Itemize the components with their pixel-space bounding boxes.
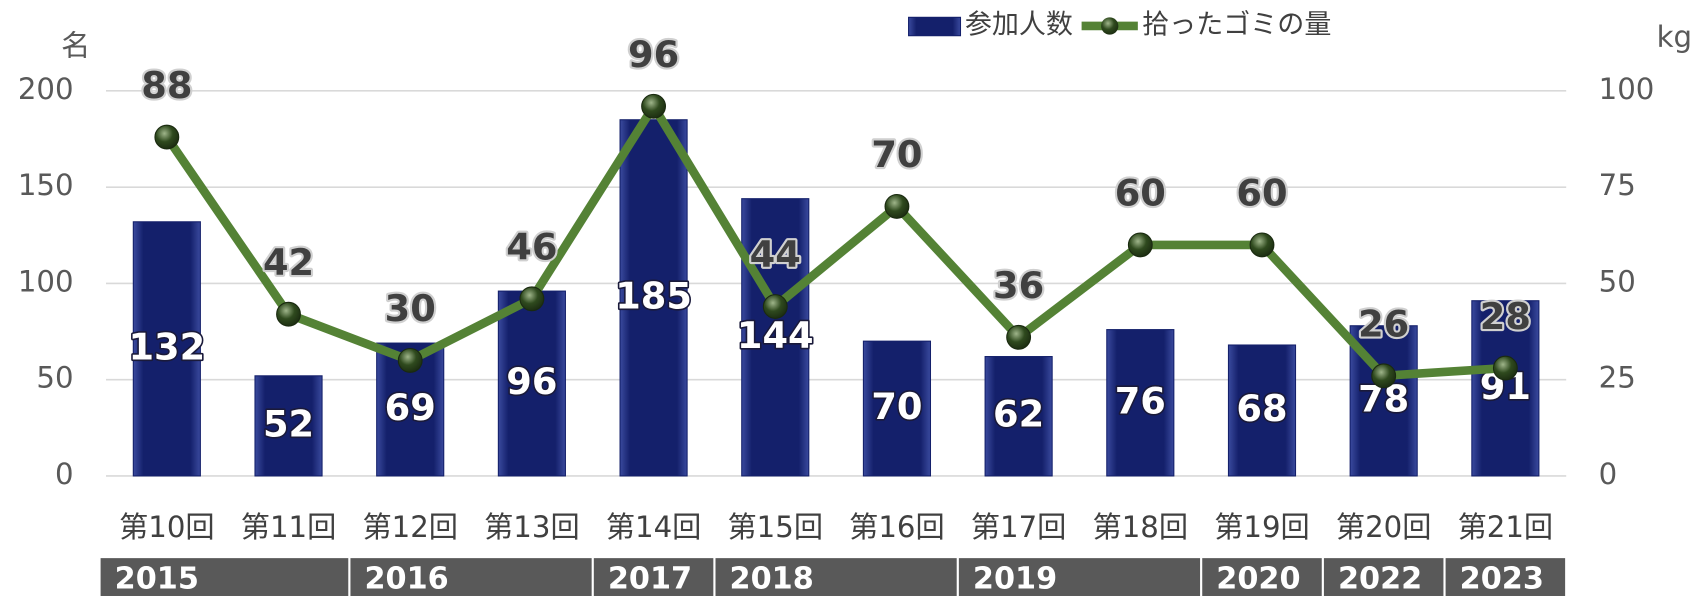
- bar-label: 96: [506, 360, 557, 403]
- line-marker: [276, 301, 301, 327]
- bar-label: 76: [1115, 379, 1166, 422]
- y2-tick-label: 25: [1599, 361, 1636, 395]
- year-label: 2015: [115, 561, 199, 596]
- y-tick-label: 200: [18, 72, 74, 106]
- x-tick-label: 第15回: [728, 510, 824, 544]
- line-label: 44: [750, 233, 801, 276]
- bar-label: 69: [385, 386, 436, 429]
- line-marker: [154, 124, 180, 150]
- x-tick-label: 第21回: [1458, 510, 1554, 544]
- bar-label: 68: [1236, 387, 1287, 430]
- bar: [619, 119, 688, 477]
- year-label: 2016: [365, 561, 449, 596]
- year-label: 2020: [1216, 561, 1300, 596]
- line-marker: [641, 93, 667, 119]
- bar-label: 132: [128, 325, 205, 368]
- legend-label: 参加人数: [965, 9, 1073, 40]
- line: [163, 101, 1506, 381]
- year-cell: [1323, 558, 1444, 596]
- x-tick-label: 第11回: [241, 510, 337, 544]
- bar: [497, 290, 566, 477]
- line-marker: [762, 294, 788, 319]
- line-marker: [519, 286, 545, 312]
- line-label: 42: [263, 241, 314, 284]
- line-label: 46: [506, 226, 557, 269]
- line-marker: [1371, 363, 1397, 389]
- line-marker: [1006, 324, 1032, 350]
- line-label: 28: [1480, 295, 1531, 338]
- legend-swatch: [908, 16, 962, 37]
- line-marker: [397, 347, 423, 373]
- bar: [132, 221, 201, 477]
- year-cell: [715, 558, 957, 596]
- bar: [741, 198, 810, 477]
- y-tick-label: 0: [55, 457, 74, 491]
- bar: [1471, 300, 1540, 477]
- y2-unit: kg: [1657, 20, 1692, 54]
- y2-tick-label: 75: [1599, 168, 1636, 202]
- x-tick-label: 第17回: [971, 510, 1067, 544]
- y-tick-label: 100: [18, 264, 74, 298]
- bar: [984, 356, 1053, 477]
- year-label: 2023: [1460, 561, 1544, 596]
- bar-label: 62: [993, 393, 1044, 436]
- line-marker: [1492, 355, 1518, 381]
- line-marker: [1127, 232, 1153, 258]
- line-marker: [1249, 232, 1275, 258]
- year-cell: [1202, 558, 1322, 596]
- x-tick-label: 第10回: [119, 510, 215, 544]
- y2-tick-label: 50: [1599, 264, 1636, 298]
- y-unit: 名: [61, 29, 90, 63]
- year-cell: [593, 558, 714, 596]
- x-tick-label: 第19回: [1214, 510, 1310, 544]
- line-label: 70: [871, 133, 922, 176]
- bar: [254, 375, 323, 477]
- year-label: 2019: [973, 561, 1057, 596]
- legend-label: 拾ったゴミの量: [1142, 9, 1331, 40]
- year-cell: [100, 558, 349, 596]
- line-marker: [884, 193, 910, 219]
- bar-label: 185: [615, 274, 692, 317]
- bar: [1106, 329, 1175, 477]
- line-label: 88: [141, 64, 192, 107]
- year-label: 2017: [608, 561, 692, 596]
- line-label: 60: [1115, 172, 1166, 215]
- line-label: 26: [1358, 303, 1409, 346]
- year-label: 2018: [730, 561, 814, 596]
- bar-label: 52: [263, 402, 314, 445]
- x-tick-label: 第16回: [849, 510, 945, 544]
- bar: [862, 340, 932, 477]
- line-label: 36: [993, 264, 1044, 307]
- y2-tick-label: 0: [1599, 457, 1618, 491]
- x-tick-label: 第18回: [1093, 510, 1189, 544]
- year-cell: [350, 558, 592, 596]
- year-cell: [958, 558, 1201, 596]
- year-label: 2022: [1338, 561, 1422, 596]
- x-tick-label: 第20回: [1336, 510, 1432, 544]
- line-label: 60: [1236, 172, 1287, 215]
- legend-swatch-marker: [1101, 17, 1119, 35]
- y-tick-label: 50: [36, 361, 73, 395]
- bar: [1227, 344, 1297, 477]
- line-label: 30: [385, 287, 436, 330]
- x-tick-label: 第12回: [362, 510, 458, 544]
- bar-label: 144: [737, 314, 814, 357]
- y-tick-label: 150: [18, 168, 74, 202]
- line-label: 96: [628, 33, 679, 76]
- year-cell: [1445, 558, 1566, 596]
- bar-label: 70: [871, 385, 922, 428]
- y2-tick-label: 100: [1599, 72, 1655, 106]
- x-tick-label: 第13回: [484, 510, 580, 544]
- x-tick-label: 第14回: [606, 510, 702, 544]
